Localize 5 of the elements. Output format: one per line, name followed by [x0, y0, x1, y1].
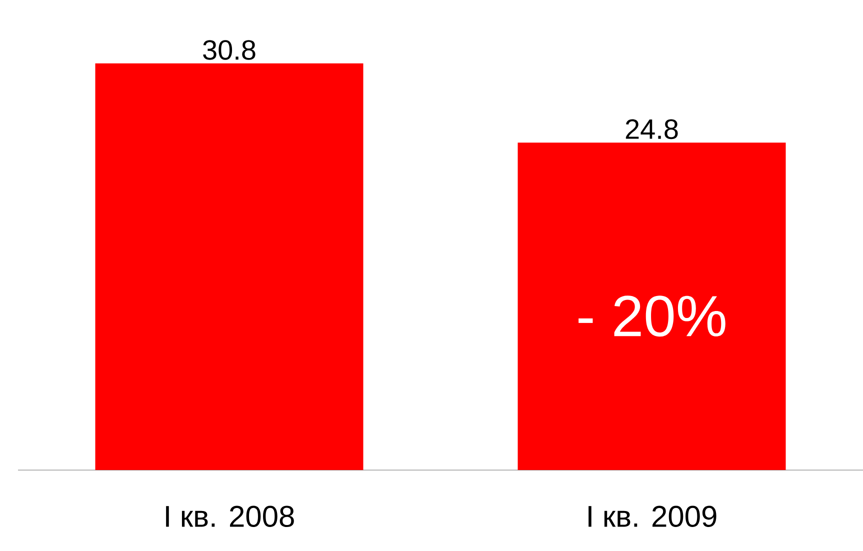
data-label: 24.8 — [626, 119, 678, 140]
annotation: - 20% — [578, 296, 726, 337]
x-tick-label: I кв. 2009 — [588, 506, 716, 528]
x-tick-label: I кв. 2008 — [166, 506, 294, 528]
data-label: 30.8 — [203, 40, 256, 60]
